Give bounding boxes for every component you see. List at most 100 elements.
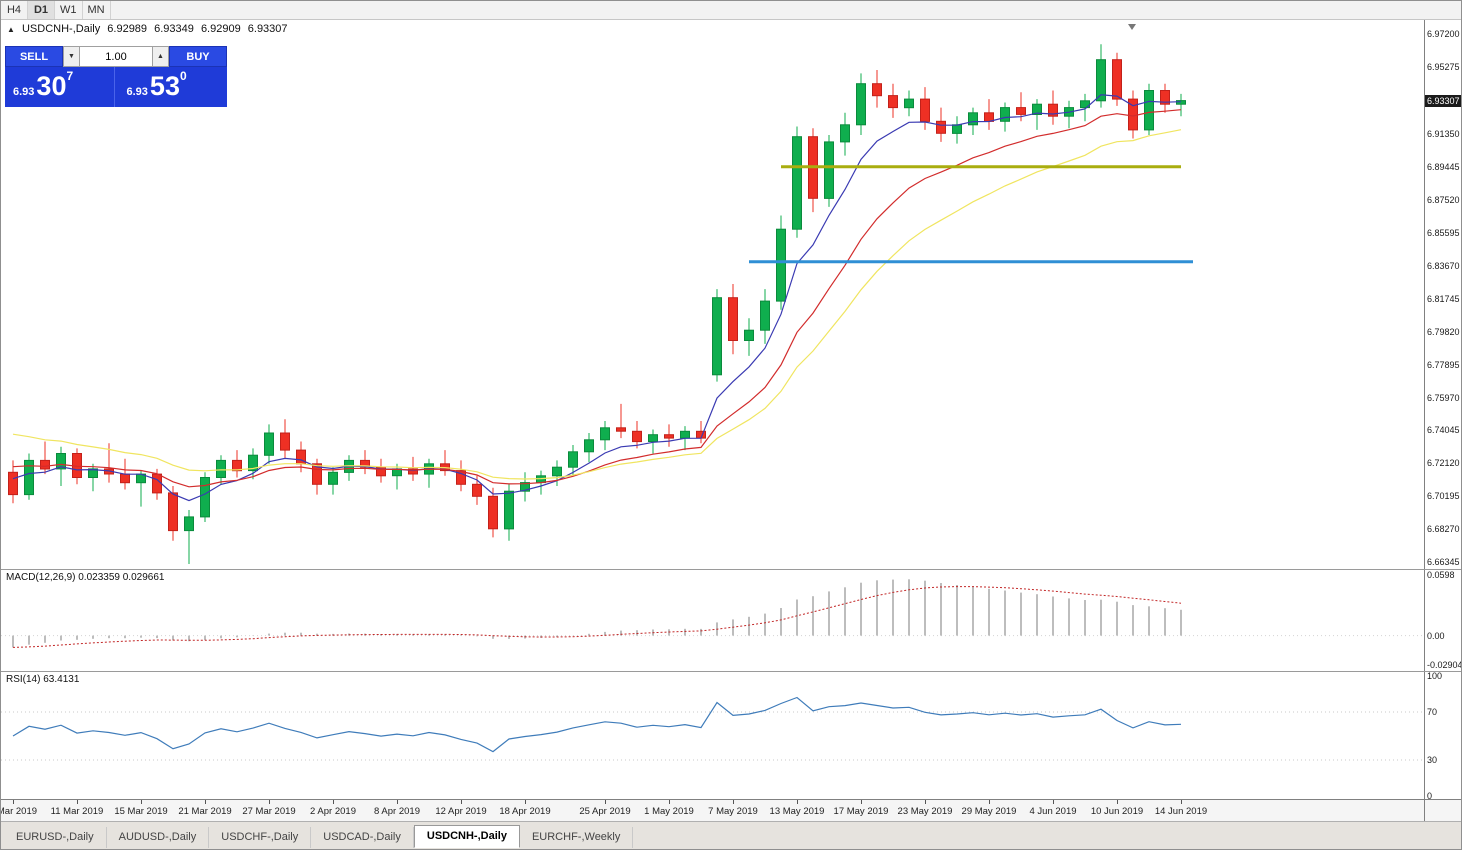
chart-tab-audusd[interactable]: AUDUSD-,Daily [107,827,210,848]
candle-body [8,471,18,496]
sell-price-superscript: 7 [66,69,74,83]
chart-tab-usdchf[interactable]: USDCHF-,Daily [209,827,312,848]
candle-body [648,434,658,443]
timeframe-button-h4[interactable]: H4 [1,1,28,19]
candle-body [232,459,242,472]
chart-tab-usdcad[interactable]: USDCAD-,Daily [311,827,414,848]
date-axis-tick [205,800,206,804]
pane-separator[interactable] [1,671,1461,672]
rsi-pane[interactable]: RSI(14) 63.4131 100 70 30 0 [1,671,1461,801]
buy-price-display[interactable]: 6.93530 [113,67,228,107]
candle-body [1160,90,1170,105]
volume-input[interactable] [80,46,152,67]
date-axis-label: 21 Mar 2019 [178,806,232,817]
candle-body [504,490,514,530]
timeframe-button-d1[interactable]: D1 [28,1,55,19]
macd-axis-label: -0.029049 [1427,660,1461,670]
candle-body [840,124,850,143]
price-axis-label: 6.79820 [1427,326,1460,337]
date-axis-label: 14 Jun 2019 [1154,806,1208,817]
candle-body [1144,90,1154,131]
macd-axis-label: 0.0598 [1427,570,1455,580]
timeframe-toolbar: H4 D1 W1 MN [1,1,1461,20]
candle-body [88,468,98,478]
candle-body [1048,103,1058,117]
buy-price-prefix: 6.93 [126,86,148,98]
date-axis-label: 25 Apr 2019 [579,806,631,817]
candle-body [248,454,258,472]
price-axis-label: 6.74045 [1427,425,1460,436]
rsi-axis-label: 0 [1427,791,1433,801]
date-axis-tick [797,800,798,804]
price-axis-label: 6.70195 [1427,491,1460,502]
current-price-badge: 6.93307 [1425,94,1461,107]
price-axis-label: 6.91350 [1427,129,1460,140]
candle-body [328,471,338,485]
date-axis-label: 8 Apr 2019 [374,806,420,817]
rsi-chart[interactable] [1,672,1424,799]
macd-signal-line [12,586,1182,648]
candle-body [568,451,578,468]
macd-pane[interactable]: MACD(12,26,9) 0.023359 0.029661 0.0598 0.… [1,570,1461,671]
buy-button[interactable]: BUY [169,46,227,67]
date-axis: 5 Mar 2019 11 Mar 2019 15 Mar 2019 21 Mar 2… [1,799,1461,821]
price-axis-label: 6.95275 [1427,61,1460,72]
pane-separator[interactable] [1,569,1461,570]
date-axis-tick [669,800,670,804]
date-axis-label: 1 May 2019 [644,806,694,817]
date-axis-tick [925,800,926,804]
candle-body [616,427,626,432]
chart-tab-eurusd[interactable]: EURUSD-,Daily [4,827,107,848]
volume-increase-button[interactable]: ▲ [152,46,169,67]
date-axis-tick [269,800,270,804]
price-axis-label: 6.97200 [1427,29,1460,39]
candle-body [904,98,914,109]
date-axis-label: 2 Apr 2019 [310,806,356,817]
candle-body [1176,100,1186,105]
price-axis-label: 6.83670 [1427,260,1460,271]
timeframe-button-mn[interactable]: MN [83,1,111,19]
candle-body [168,492,178,532]
candle-body [24,459,34,496]
candle-body [728,297,738,342]
candle-body [360,459,370,468]
date-axis-label: 12 Apr 2019 [435,806,487,817]
ohlc-open: 6.92989 [107,23,148,35]
candle-body [56,453,66,470]
symbol-marker-icon: ▲ [7,25,15,34]
date-axis-label: 27 Mar 2019 [242,806,296,817]
timeframe-button-w1[interactable]: W1 [55,1,83,19]
price-axis-label: 6.66345 [1427,557,1460,568]
volume-decrease-button[interactable]: ▼ [63,46,80,67]
price-chart[interactable] [1,20,1424,569]
sell-price-big: 30 [36,71,67,101]
sell-button[interactable]: SELL [5,46,63,67]
chart-tab-usdcnh[interactable]: USDCNH-,Daily [413,825,520,848]
price-axis-label: 6.77895 [1427,359,1460,370]
sell-price-display[interactable]: 6.93307 [5,67,114,107]
date-axis-label: 29 May 2019 [961,806,1017,817]
price-pane[interactable]: ▲ USDCNH-,Daily 6.92989 6.93349 6.92909 … [1,20,1461,569]
candle-body [664,434,674,439]
candle-body [920,98,930,122]
candle-body [632,430,642,443]
chart-tab-eurchf[interactable]: EURCHF-,Weekly [520,827,634,848]
date-axis-label: 23 May 2019 [897,806,953,817]
buy-price-superscript: 0 [179,69,187,83]
price-axis-label: 6.89445 [1427,161,1460,172]
date-axis-tick [461,800,462,804]
chart-shift-marker-icon[interactable] [1128,24,1136,30]
macd-label: MACD(12,26,9) 0.023359 0.029661 [6,572,165,583]
candle-body [952,124,962,134]
rsi-label: RSI(14) 63.4131 [6,674,80,685]
rsi-line [12,696,1182,753]
candle-body [760,300,770,331]
ohlc-close: 6.93307 [247,23,288,35]
date-axis-label: 4 Jun 2019 [1029,806,1077,817]
rsi-axis-label: 100 [1427,671,1443,681]
candle-body [792,136,802,230]
candle-body [40,459,50,470]
ma-line-fast-blue [12,94,1182,502]
candle-body [744,329,754,342]
macd-chart[interactable] [1,570,1424,671]
